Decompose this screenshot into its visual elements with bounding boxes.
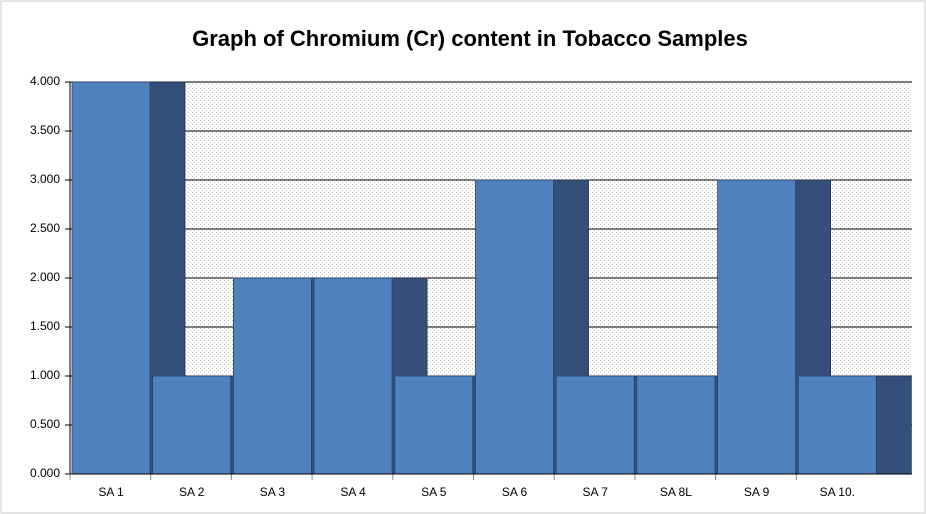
- y-tick-label: 3.500: [30, 123, 60, 137]
- x-tick-label: SA 3: [260, 485, 286, 499]
- y-tick-label: 1.000: [30, 368, 60, 382]
- x-tick-label: SA 10.: [820, 485, 855, 499]
- x-tick-label: SA 2: [179, 485, 205, 499]
- x-tick-label: SA 7: [583, 485, 609, 499]
- bar: [475, 179, 554, 475]
- y-tick-label: 0.500: [30, 417, 60, 431]
- x-tick-label: SA 5: [421, 485, 447, 499]
- bar-side: [875, 375, 912, 475]
- bar: [717, 179, 796, 475]
- x-tick-label: SA 4: [340, 485, 366, 499]
- bar: [636, 375, 716, 475]
- bar: [152, 375, 232, 475]
- x-tick-label: SA 1: [98, 485, 124, 499]
- y-tick-label: 2.000: [30, 270, 60, 284]
- bar: [555, 375, 635, 475]
- y-tick-label: 1.500: [30, 319, 60, 333]
- x-tick-label: SA 9: [744, 485, 770, 499]
- y-tick-label: 2.500: [30, 221, 60, 235]
- bar: [71, 81, 151, 475]
- x-tick-label: SA 8L: [660, 485, 692, 499]
- y-tick-label: 0.000: [30, 466, 60, 480]
- x-tick-label: SA 6: [502, 485, 528, 499]
- y-tick-label: 3.000: [30, 172, 60, 186]
- bar: [232, 277, 312, 475]
- bar: [313, 277, 393, 475]
- chart-title: Graph of Chromium (Cr) content in Tobacc…: [192, 26, 748, 51]
- bar: [797, 375, 877, 475]
- y-tick-label: 4.000: [30, 74, 60, 88]
- bar: [394, 375, 474, 475]
